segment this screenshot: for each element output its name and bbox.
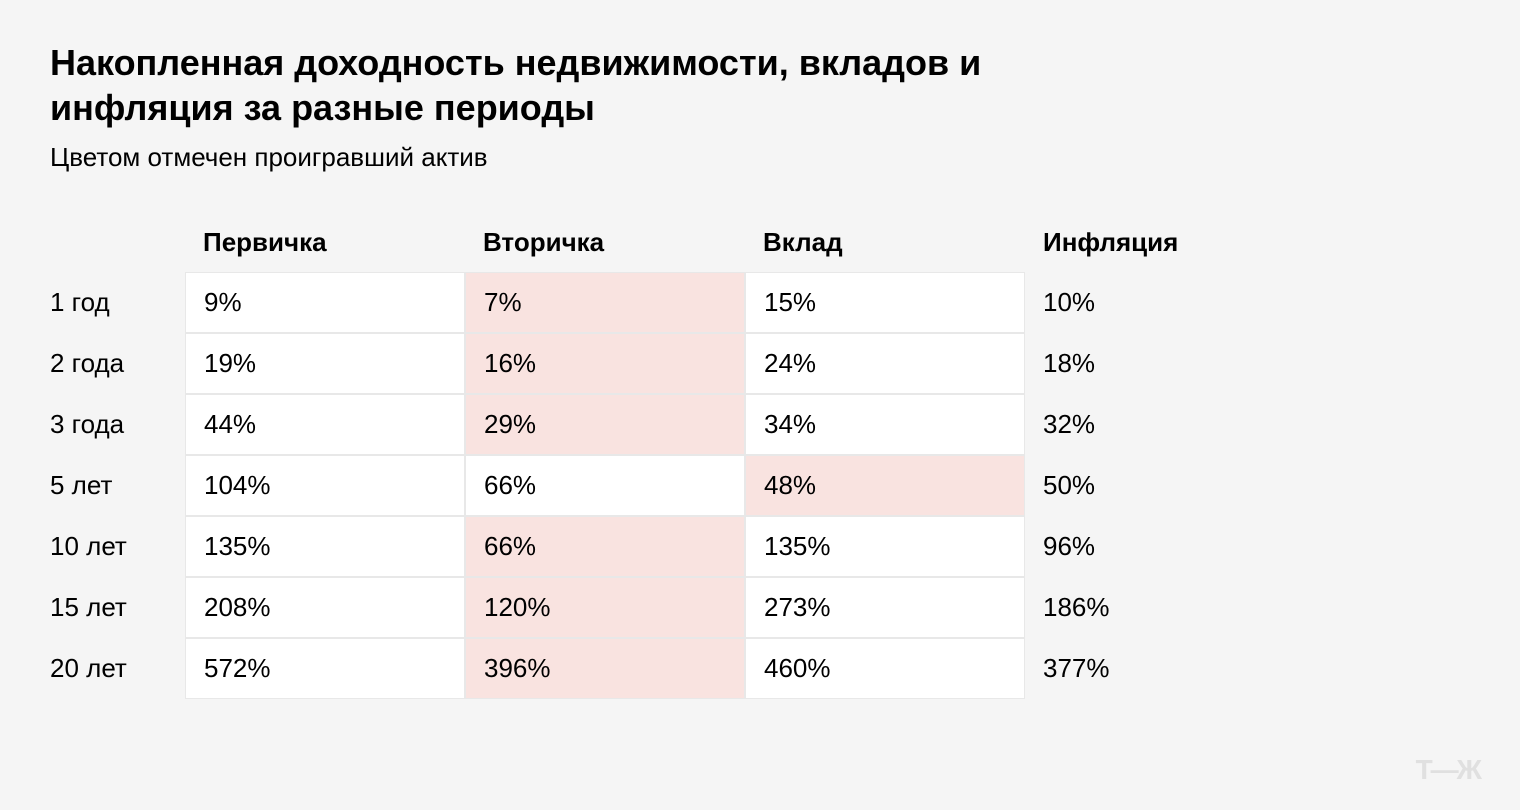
table-cell: 120% <box>465 577 745 638</box>
header-col-1: Вторичка <box>465 213 745 272</box>
page-subtitle: Цветом отмечен проигравший актив <box>50 142 1470 173</box>
row-label: 15 лет <box>50 577 185 638</box>
table-cell: 396% <box>465 638 745 699</box>
table-cell: 460% <box>745 638 1025 699</box>
header-col-2: Вклад <box>745 213 1025 272</box>
header-col-0: Первичка <box>185 213 465 272</box>
table-cell: 44% <box>185 394 465 455</box>
table-cell: 29% <box>465 394 745 455</box>
table-cell: 135% <box>745 516 1025 577</box>
table-cell: 135% <box>185 516 465 577</box>
card-container: Накопленная доходность недвижимости, вкл… <box>0 0 1520 810</box>
table-cell: 104% <box>185 455 465 516</box>
row-label: 20 лет <box>50 638 185 699</box>
table-cell: 34% <box>745 394 1025 455</box>
table-cell: 18% <box>1025 333 1305 394</box>
table-cell: 32% <box>1025 394 1305 455</box>
watermark-logo: Т—Ж <box>1416 754 1480 786</box>
returns-table: Первичка Вторичка Вклад Инфляция 1 год 9… <box>50 213 1470 699</box>
table-cell: 96% <box>1025 516 1305 577</box>
table-cell: 572% <box>185 638 465 699</box>
table-cell: 15% <box>745 272 1025 333</box>
table-cell: 19% <box>185 333 465 394</box>
header-empty <box>50 213 185 272</box>
page-title: Накопленная доходность недвижимости, вкл… <box>50 40 1150 130</box>
row-label: 1 год <box>50 272 185 333</box>
table-cell: 208% <box>185 577 465 638</box>
table-cell: 50% <box>1025 455 1305 516</box>
table-cell: 9% <box>185 272 465 333</box>
row-label: 10 лет <box>50 516 185 577</box>
row-label: 2 года <box>50 333 185 394</box>
table-cell: 66% <box>465 455 745 516</box>
table-cell: 10% <box>1025 272 1305 333</box>
table-cell: 48% <box>745 455 1025 516</box>
table-cell: 273% <box>745 577 1025 638</box>
row-label: 5 лет <box>50 455 185 516</box>
table-cell: 377% <box>1025 638 1305 699</box>
table-cell: 16% <box>465 333 745 394</box>
row-label: 3 года <box>50 394 185 455</box>
table-cell: 66% <box>465 516 745 577</box>
header-col-3: Инфляция <box>1025 213 1305 272</box>
table-cell: 24% <box>745 333 1025 394</box>
table-cell: 7% <box>465 272 745 333</box>
table-cell: 186% <box>1025 577 1305 638</box>
